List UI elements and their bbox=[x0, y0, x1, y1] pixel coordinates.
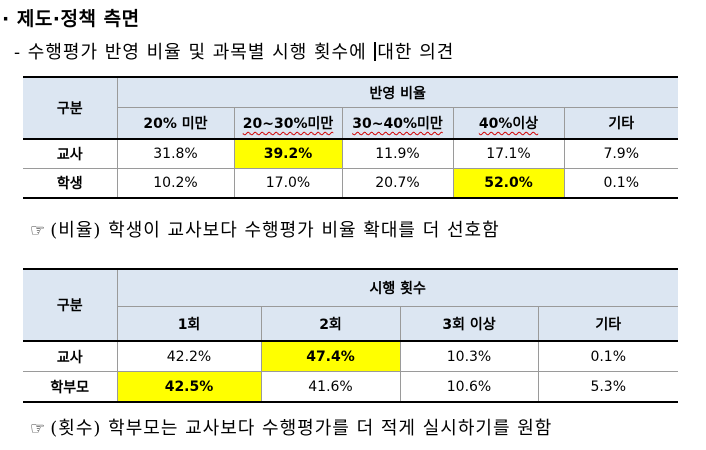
ratio-col-header: 20% 미만 bbox=[117, 107, 235, 140]
frequency-table: 구분 시행 횟수 1회 2회 3회 이상 기타 교사 42.2% 47.4% 1… bbox=[23, 268, 678, 403]
value-cell: 20.7% bbox=[341, 168, 454, 199]
table-row: 교사 31.8% 39.2% 11.9% 17.1% 7.9% bbox=[23, 138, 678, 169]
ratio-col-header: 기타 bbox=[563, 107, 678, 140]
value-cell: 0.1% bbox=[537, 340, 678, 372]
frequency-col-header: 3회 이상 bbox=[399, 306, 539, 342]
value-cell: 10.3% bbox=[399, 340, 539, 372]
frequency-table-row-header: 구분 bbox=[23, 268, 118, 342]
pointing-hand-icon: ☞ bbox=[30, 419, 47, 439]
ratio-table: 구분 반영 비율 20% 미만 20~30%미만 30~40%미만 40%이상 … bbox=[23, 76, 678, 199]
row-label: 학부모 bbox=[23, 371, 118, 403]
section-title: · 제도·정책 측면 bbox=[2, 8, 140, 30]
row-label: 학생 bbox=[23, 168, 118, 199]
frequency-col-header: 1회 bbox=[117, 306, 262, 342]
value-cell: 17.1% bbox=[452, 138, 565, 169]
subtitle-text-before: - 수행평가 반영 비율 및 과목별 시행 횟수에 bbox=[14, 42, 374, 63]
value-cell: 0.1% bbox=[563, 168, 678, 199]
ratio-table-row-header: 구분 bbox=[23, 76, 118, 140]
value-cell: 5.3% bbox=[537, 371, 678, 403]
subtitle-text-after: 대한 의견 bbox=[377, 42, 455, 63]
ratio-note-text: (비율) 학생이 교사보다 수행평가 비율 확대를 더 선호함 bbox=[50, 220, 500, 241]
value-cell-highlighted: 42.5% bbox=[116, 371, 262, 403]
table-row: 학생 10.2% 17.0% 20.7% 52.0% 0.1% bbox=[23, 168, 678, 199]
value-cell: 10.2% bbox=[116, 168, 235, 199]
ratio-note: ☞ (비율) 학생이 교사보다 수행평가 비율 확대를 더 선호함 bbox=[30, 216, 500, 242]
value-cell: 31.8% bbox=[116, 138, 235, 169]
row-label: 교사 bbox=[23, 340, 118, 372]
ratio-col-label: 30~40%미만 bbox=[352, 116, 443, 132]
subtitle: - 수행평가 반영 비율 및 과목별 시행 횟수에 대한 의견 bbox=[14, 38, 454, 64]
table-row: 학부모 42.5% 41.6% 10.6% 5.3% bbox=[23, 371, 678, 403]
text-caret bbox=[374, 42, 377, 61]
value-cell-highlighted: 39.2% bbox=[233, 138, 343, 169]
value-cell-highlighted: 47.4% bbox=[260, 340, 401, 372]
value-cell: 17.0% bbox=[233, 168, 343, 199]
frequency-table-group-header: 시행 횟수 bbox=[116, 268, 678, 307]
ratio-col-header: 30~40%미만 bbox=[341, 107, 454, 140]
ratio-col-label: 20~30%미만 bbox=[242, 116, 334, 132]
row-label: 교사 bbox=[23, 138, 118, 169]
frequency-note: ☞ (횟수) 학부모는 교사보다 수행평가를 더 적게 실시하기를 원함 bbox=[30, 414, 552, 440]
ratio-table-group-header: 반영 비율 bbox=[116, 76, 678, 108]
value-cell: 10.6% bbox=[399, 371, 539, 403]
value-cell-highlighted: 52.0% bbox=[452, 168, 565, 199]
value-cell: 41.6% bbox=[260, 371, 401, 403]
pointing-hand-icon: ☞ bbox=[30, 221, 47, 241]
ratio-col-label: 40%이상 bbox=[478, 116, 539, 132]
value-cell: 11.9% bbox=[341, 138, 454, 169]
value-cell: 7.9% bbox=[563, 138, 678, 169]
ratio-col-header: 20~30%미만 bbox=[233, 107, 343, 140]
value-cell: 42.2% bbox=[116, 340, 262, 372]
ratio-col-header: 40%이상 bbox=[452, 107, 565, 140]
frequency-note-text: (횟수) 학부모는 교사보다 수행평가를 더 적게 실시하기를 원함 bbox=[50, 418, 553, 439]
frequency-col-header: 2회 bbox=[260, 306, 401, 342]
table-row: 교사 42.2% 47.4% 10.3% 0.1% bbox=[23, 340, 678, 372]
frequency-col-header: 기타 bbox=[537, 306, 678, 342]
